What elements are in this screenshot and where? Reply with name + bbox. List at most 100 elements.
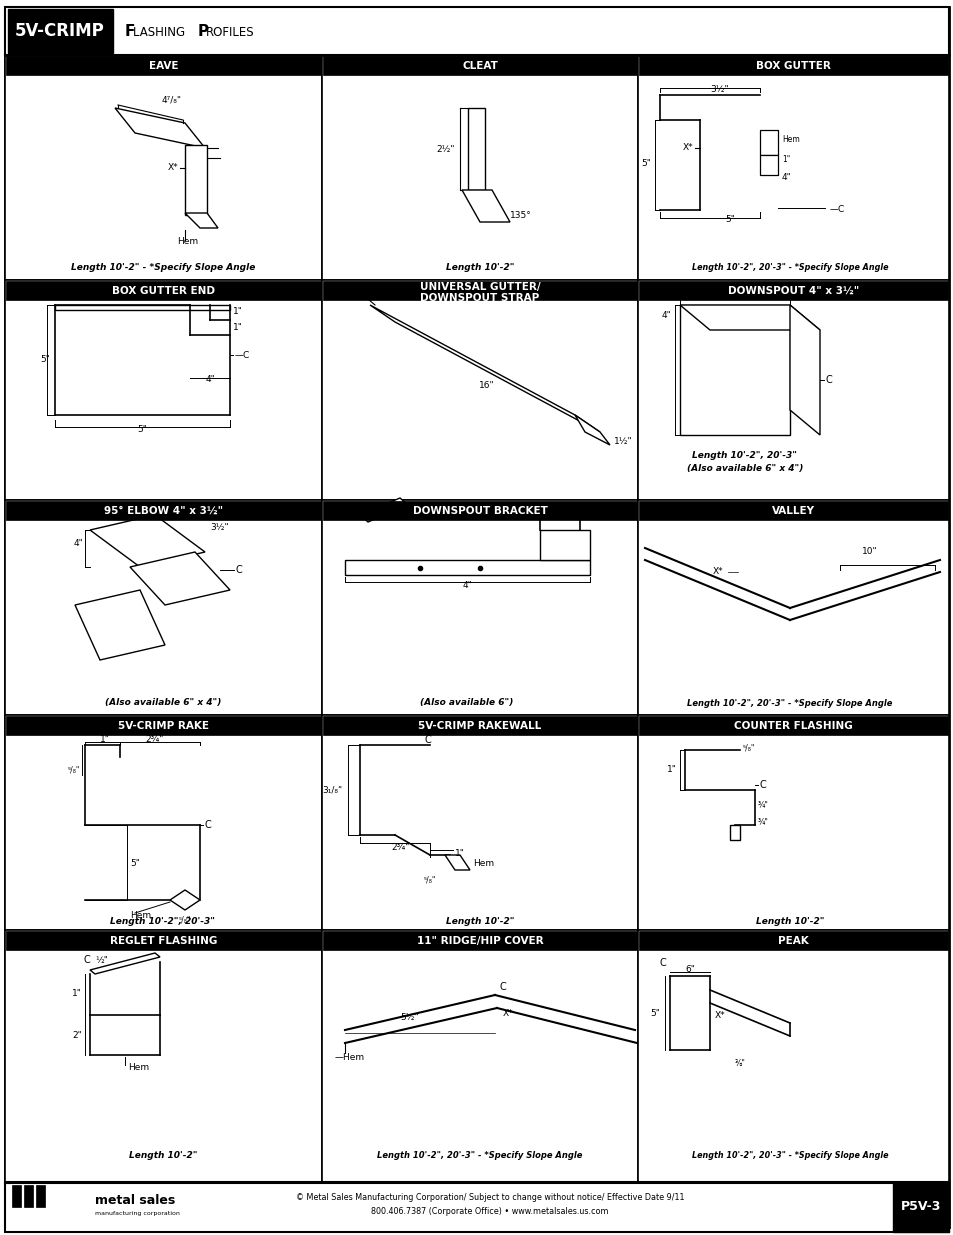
Text: ⅜": ⅜" [734,1058,744,1067]
Text: F: F [125,25,135,40]
Bar [322,930,638,1182]
Bar [24,1186,33,1207]
Bar [5,280,322,500]
Text: Length 10'-2": Length 10'-2" [445,918,514,926]
Text: 4⁷/₈": 4⁷/₈" [162,95,182,105]
Text: 1": 1" [72,988,82,998]
Text: 5": 5" [649,1009,659,1018]
Text: X*: X* [167,163,178,173]
Bar [639,716,947,735]
Text: DOWNSPOUT 4" x 3½": DOWNSPOUT 4" x 3½" [727,287,859,296]
Bar [36,1186,45,1207]
Text: 1": 1" [666,766,677,774]
Text: 11" RIDGE/HIP COVER: 11" RIDGE/HIP COVER [416,936,543,946]
Text: ⁵/₈": ⁵/₈" [68,766,80,774]
Bar [5,7,948,56]
Text: BOX GUTTER: BOX GUTTER [756,61,830,70]
Bar [323,56,637,75]
Polygon shape [90,515,205,567]
Text: DOWNSPOUT STRAP: DOWNSPOUT STRAP [420,293,539,303]
Bar [639,931,947,950]
Bar [760,156,778,175]
Bar [8,9,112,53]
Text: DOWNSPOUT BRACKET: DOWNSPOUT BRACKET [412,506,547,516]
Text: Hem: Hem [128,1063,149,1072]
Bar [6,716,320,735]
Bar [638,56,948,280]
Text: COUNTER FLASHING: COUNTER FLASHING [734,721,852,731]
Text: ⁵/₈": ⁵/₈" [178,915,191,925]
Text: 3½": 3½" [709,85,728,95]
Text: 5": 5" [640,158,650,168]
Text: 5V-CRIMP RAKEWALL: 5V-CRIMP RAKEWALL [418,721,541,731]
Polygon shape [185,212,218,228]
Text: —Hem: —Hem [335,1052,365,1062]
Text: 3₁/₈": 3₁/₈" [321,785,341,794]
Polygon shape [359,498,408,522]
Text: 2¾": 2¾" [392,842,410,851]
Polygon shape [115,107,205,148]
Text: Hem: Hem [473,858,494,867]
Bar [5,930,322,1182]
Bar [322,500,638,715]
Text: 5": 5" [137,426,147,435]
Bar [6,931,320,950]
Polygon shape [575,415,609,445]
Text: EAVE: EAVE [149,61,178,70]
Text: 5V-CRIMP: 5V-CRIMP [15,22,105,40]
Text: C: C [83,955,90,965]
Text: 1": 1" [100,736,110,745]
Bar [323,716,637,735]
Text: X*: X* [714,1011,725,1020]
Polygon shape [55,305,230,310]
Polygon shape [468,107,484,190]
Polygon shape [444,855,470,869]
Bar [760,130,778,156]
Text: 1": 1" [455,848,464,857]
Text: 3½": 3½" [210,522,229,531]
Bar [323,931,637,950]
Text: (Also available 6" x 4"): (Also available 6" x 4") [686,463,802,473]
Text: C: C [825,375,832,385]
Text: BOX GUTTER END: BOX GUTTER END [112,287,214,296]
Bar [322,56,638,280]
Text: 10": 10" [862,547,877,557]
Text: X*: X* [712,568,722,577]
Text: Length 10'-2", 20'-3" - *Specify Slope Angle: Length 10'-2", 20'-3" - *Specify Slope A… [377,1151,582,1160]
Text: REGLET FLASHING: REGLET FLASHING [110,936,217,946]
Text: PEAK: PEAK [778,936,808,946]
Text: Length 10'-2", 20'-3" - *Specify Slope Angle: Length 10'-2", 20'-3" - *Specify Slope A… [686,699,892,708]
Polygon shape [130,552,230,605]
Polygon shape [170,890,200,910]
Text: (Also available 6" x 4"): (Also available 6" x 4") [105,699,221,708]
Text: Length 10'-2", 20'-3": Length 10'-2", 20'-3" [111,918,215,926]
Text: © Metal Sales Manufacturing Corporation/ Subject to change without notice/ Effec: © Metal Sales Manufacturing Corporation/… [295,1193,683,1203]
Text: manufacturing corporation: manufacturing corporation [95,1210,180,1215]
Text: Length 10'-2" - *Specify Slope Angle: Length 10'-2" - *Specify Slope Angle [71,263,254,273]
Text: 800.406.7387 (Corporate Office) • www.metalsales.us.com: 800.406.7387 (Corporate Office) • www.me… [371,1207,608,1215]
Text: 2¾": 2¾" [146,736,164,745]
Bar [5,1183,948,1233]
Text: 135°: 135° [510,210,531,220]
Bar [322,280,638,500]
Text: LASHING: LASHING [132,26,189,38]
Bar [6,282,320,300]
Text: C: C [205,820,212,830]
Text: Length 10'-2": Length 10'-2" [445,263,514,273]
Text: 4": 4" [461,580,472,589]
Bar [638,280,948,500]
Text: C: C [760,781,766,790]
Text: 5": 5" [724,215,734,225]
Polygon shape [679,305,789,435]
Bar [639,501,947,520]
Text: Hem: Hem [781,136,799,144]
Text: C: C [424,735,432,745]
Text: ¾": ¾" [758,800,768,809]
Polygon shape [75,590,165,659]
Text: 4": 4" [660,310,670,320]
Text: UNIVERSAL GUTTER/: UNIVERSAL GUTTER/ [419,282,539,291]
Text: ⁵/₈": ⁵/₈" [742,743,755,752]
Polygon shape [345,559,589,576]
Bar [6,56,320,75]
Text: 5V-CRIMP RAKE: 5V-CRIMP RAKE [118,721,209,731]
